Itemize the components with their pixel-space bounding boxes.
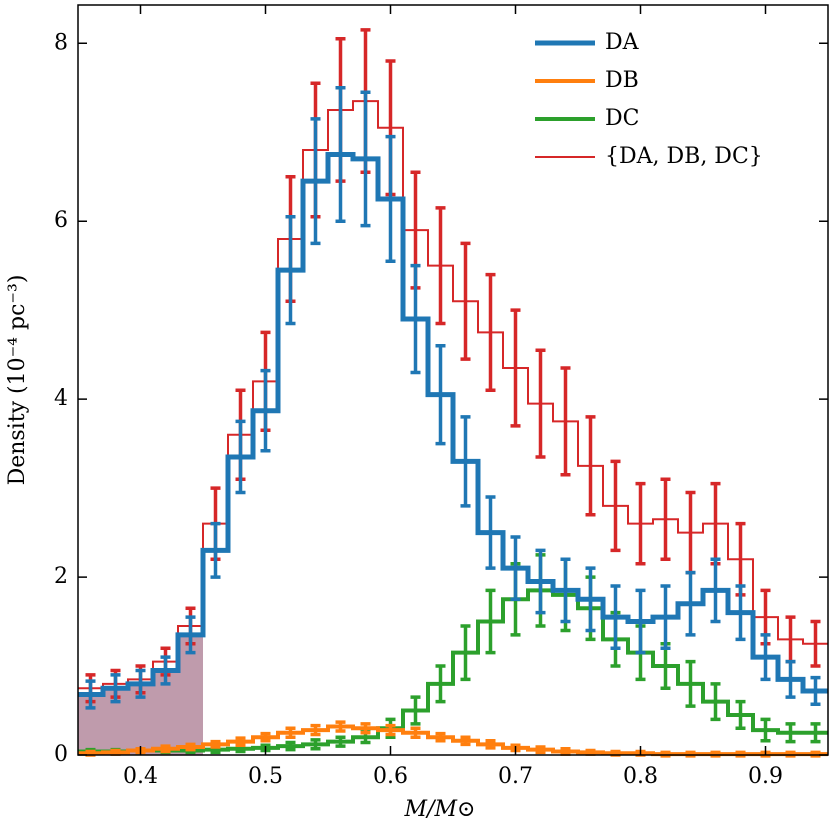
x-tick-label: 0.9: [748, 764, 783, 789]
error-bar: [685, 659, 696, 708]
error-bar: [710, 682, 721, 722]
error-bar: [535, 348, 546, 459]
error-bar: [435, 343, 446, 446]
error-bar: [260, 368, 271, 453]
error-bar: [735, 584, 746, 642]
error-bar: [260, 731, 271, 743]
error-bar: [210, 739, 221, 749]
error-bar: [410, 726, 421, 739]
error-bar: [160, 655, 171, 686]
error-bar: [335, 735, 346, 748]
legend-label: {DA, DB, DC}: [605, 144, 763, 169]
error-bar: [660, 477, 671, 562]
histogram-step: [78, 151, 828, 698]
error-bar: [360, 90, 371, 228]
error-bar: [335, 720, 346, 733]
error-bar: [460, 415, 471, 508]
y-tick-label: 4: [54, 386, 68, 411]
y-tick-label: 0: [54, 742, 68, 767]
error-bar: [235, 419, 246, 495]
plot-frame: [77, 4, 829, 756]
error-bar: [185, 615, 196, 655]
error-bar: [810, 619, 821, 668]
error-bar: [460, 241, 471, 361]
error-bar: [760, 717, 771, 743]
error-bar: [235, 736, 246, 747]
error-bar: [460, 735, 471, 747]
y-axis-label: Density (10⁻⁴ pc⁻³): [5, 275, 30, 486]
legend-label: DB: [605, 68, 639, 93]
error-bar: [385, 723, 396, 737]
legend-label: DA: [605, 30, 640, 55]
error-bar: [810, 722, 821, 744]
error-bar: [310, 117, 321, 246]
error-bar: [710, 557, 721, 624]
error-bar: [610, 459, 621, 553]
error-bar: [310, 738, 321, 751]
error-bar: [460, 624, 471, 682]
x-tick-label: 0.4: [123, 764, 158, 789]
error-bar: [285, 726, 296, 739]
legend-label: DC: [605, 106, 639, 131]
error-bar: [485, 739, 496, 750]
error-bar: [335, 85, 346, 223]
error-bar: [535, 745, 546, 755]
histogram-step: [78, 724, 828, 757]
error-bar: [285, 214, 296, 326]
error-bar: [435, 731, 446, 743]
error-bar: [735, 699, 746, 731]
error-bar: [410, 695, 421, 726]
y-tick-label: 8: [54, 30, 68, 55]
error-bar: [485, 495, 496, 570]
error-bar: [435, 664, 446, 704]
error-bar: [535, 548, 546, 615]
error-bar: [610, 584, 621, 650]
error-bar: [435, 206, 446, 326]
error-bar: [360, 722, 371, 735]
error-bar: [760, 633, 771, 682]
error-bar: [585, 748, 596, 756]
error-bar: [485, 588, 496, 655]
x-tick-label: 0.6: [373, 764, 408, 789]
y-tick-label: 2: [54, 564, 68, 589]
error-bar: [685, 570, 696, 637]
error-bar: [510, 535, 521, 602]
error-bar: [135, 668, 146, 699]
error-bar: [785, 659, 796, 699]
error-bar: [785, 722, 796, 744]
error-bar: [560, 557, 571, 624]
x-axis-label: M/M⊙: [404, 797, 476, 822]
shaded-region: [178, 634, 203, 755]
error-bar: [560, 366, 571, 477]
histogram-step: [78, 100, 828, 690]
error-bar: [110, 673, 121, 704]
error-bar: [585, 415, 596, 517]
x-tick-label: 0.5: [248, 764, 283, 789]
error-bar: [210, 521, 221, 579]
y-tick-label: 6: [54, 208, 68, 233]
error-bar: [635, 588, 646, 655]
error-bar: [160, 744, 171, 754]
error-bar: [585, 566, 596, 633]
error-bar: [310, 723, 321, 737]
x-tick-label: 0.7: [498, 764, 533, 789]
error-bar: [385, 134, 396, 263]
error-bar: [635, 481, 646, 566]
error-bar: [485, 272, 496, 392]
error-bar: [185, 742, 196, 752]
error-bar: [410, 263, 421, 375]
error-bar: [510, 308, 521, 428]
error-bar: [285, 740, 296, 752]
x-tick-label: 0.8: [623, 764, 658, 789]
error-bar: [810, 675, 821, 707]
error-bar: [660, 584, 671, 650]
error-bar: [110, 748, 121, 756]
error-bar: [560, 747, 571, 756]
error-bar: [85, 679, 96, 710]
